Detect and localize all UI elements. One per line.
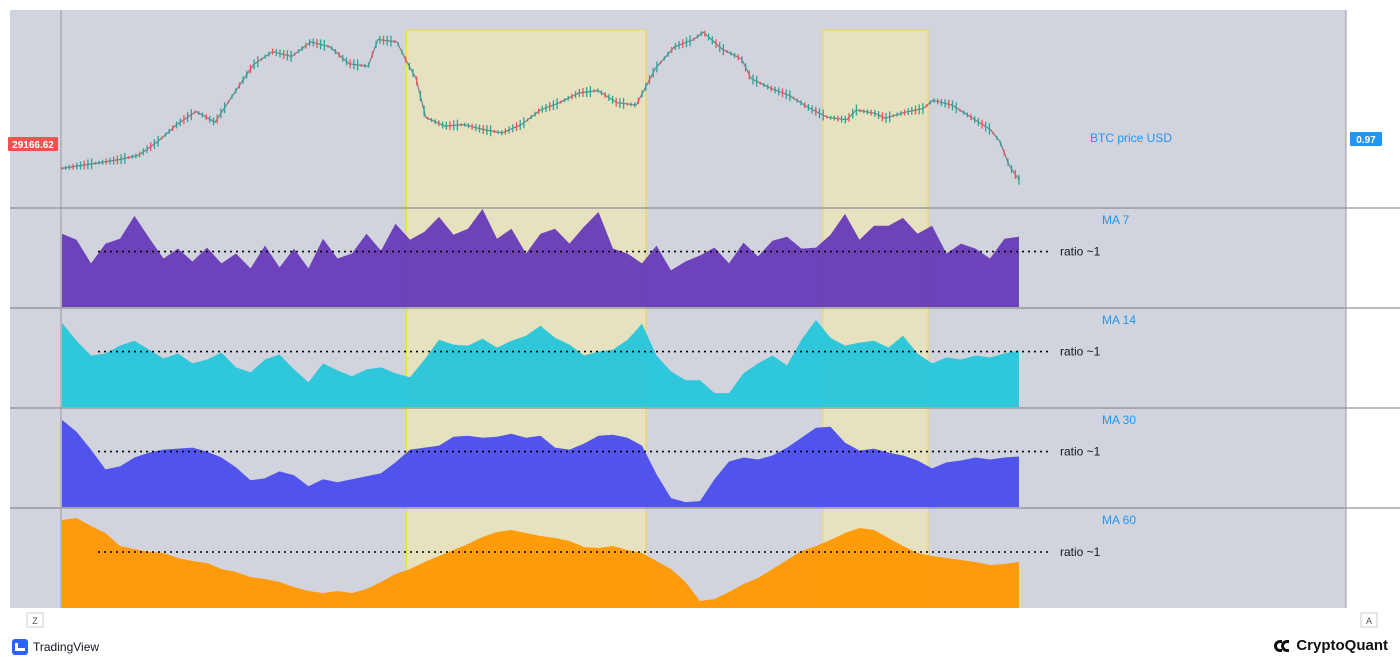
series-name-1: MA 7 — [1102, 213, 1130, 227]
series-name-4: MA 60 — [1102, 513, 1136, 527]
area-series-2 — [62, 319, 1019, 407]
cryptoquant-label: CryptoQuant — [1296, 637, 1388, 654]
cryptoquant-logo: CryptoQuant — [1274, 637, 1388, 654]
tradingview-logo[interactable]: TradingView — [12, 639, 99, 655]
time-axis — [10, 608, 1400, 632]
right-value-label: 0.97 — [1356, 135, 1376, 146]
separators-layer — [10, 207, 1400, 509]
current-price-label: 29166.62 — [12, 140, 54, 151]
plot-background — [10, 10, 1346, 608]
highlight-layer — [406, 29, 929, 609]
ratio-label-1: ratio ~1 — [1060, 245, 1101, 259]
axis-button-right-label: A — [1366, 616, 1372, 626]
tradingview-icon — [12, 639, 28, 655]
right-value-tag — [1350, 132, 1382, 146]
axis-button-left-label: Z — [32, 616, 38, 626]
footer: TradingView CryptoQuant — [0, 632, 1400, 662]
series-name-2: MA 14 — [1102, 313, 1136, 327]
series-name-3: MA 30 — [1102, 413, 1136, 427]
ratio-label-4: ratio ~1 — [1060, 545, 1101, 559]
highlight-band-1 — [406, 29, 647, 609]
current-price-tag — [8, 137, 58, 151]
chart-canvas: ratio ~1 MA 7 ratio ~1 MA 14 ratio ~1 MA 30 ra… — [8, 10, 1400, 632]
price-series-label: BTC price USD — [1090, 131, 1172, 145]
area-series-1 — [62, 209, 1019, 307]
price-layer — [61, 30, 1020, 185]
ratio-label-3: ratio ~1 — [1060, 445, 1101, 459]
cryptoquant-icon — [1274, 638, 1292, 654]
area-series-4 — [62, 518, 1019, 608]
highlight-band-2 — [822, 29, 929, 609]
price-line — [61, 31, 1020, 181]
labels-layer: ratio ~1 MA 7 ratio ~1 MA 14 ratio ~1 MA 30 ra… — [8, 131, 1382, 559]
axis-button-left[interactable] — [26, 612, 44, 628]
ratio-label-2: ratio ~1 — [1060, 345, 1101, 359]
axis-button-right[interactable] — [1360, 612, 1378, 628]
panels-layer — [62, 209, 1019, 608]
area-series-3 — [62, 419, 1019, 507]
tradingview-label: TradingView — [33, 640, 100, 654]
